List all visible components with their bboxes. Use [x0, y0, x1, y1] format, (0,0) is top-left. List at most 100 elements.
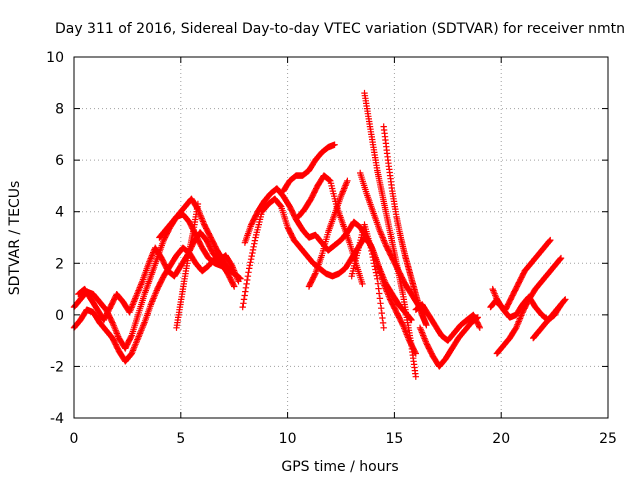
data-point	[382, 240, 389, 247]
data-point	[380, 324, 387, 331]
data-point	[547, 236, 554, 244]
y-tick-label: 6	[55, 153, 64, 169]
data-point	[561, 297, 568, 304]
data-point	[369, 253, 376, 261]
y-tick-label: 0	[55, 308, 64, 324]
data-point	[380, 276, 388, 283]
data-point	[311, 271, 318, 279]
data-point	[251, 237, 259, 244]
data-point	[234, 276, 241, 283]
data-point	[378, 232, 386, 240]
series-sat-g	[241, 185, 415, 324]
data-point	[492, 292, 499, 299]
x-tick-label: 0	[70, 431, 79, 447]
data-point	[372, 269, 380, 276]
chart-title: Day 311 of 2016, Sidereal Day-to-day VTE…	[55, 21, 625, 37]
series-sat-h	[280, 141, 338, 195]
series-sat-a	[70, 211, 244, 352]
data-point	[476, 324, 483, 331]
series-sat-o	[412, 301, 483, 344]
y-tick-label: 4	[55, 205, 64, 221]
data-points	[70, 89, 569, 380]
series-sat-t	[530, 296, 569, 342]
x-tick-label: 25	[599, 431, 617, 447]
data-point	[140, 320, 147, 328]
data-point	[557, 254, 565, 262]
data-point	[233, 273, 240, 280]
data-point	[127, 333, 135, 340]
data-point	[375, 285, 382, 292]
data-point	[250, 243, 257, 250]
y-tick-label: -2	[50, 359, 64, 375]
data-point	[331, 141, 338, 148]
series-sat-q	[489, 236, 554, 313]
plot-frame	[73, 56, 609, 419]
data-point	[377, 300, 384, 307]
series-sat-n	[348, 221, 387, 331]
data-point	[149, 296, 156, 304]
series-sat-e	[173, 200, 202, 331]
y-tick-label: -4	[50, 411, 64, 427]
data-point	[226, 267, 234, 275]
data-point	[380, 237, 388, 244]
data-point	[376, 226, 383, 233]
data-point	[245, 269, 252, 276]
x-axis-label: GPS time / hours	[281, 459, 398, 475]
data-point	[420, 332, 427, 339]
data-point	[379, 319, 387, 327]
data-point	[423, 322, 430, 329]
data-point	[412, 373, 419, 380]
x-tick-label: 20	[492, 431, 510, 447]
series-sat-p	[416, 314, 481, 370]
data-point	[240, 296, 248, 303]
data-point	[545, 238, 553, 245]
data-point	[490, 289, 498, 296]
data-point	[371, 263, 378, 270]
ticks: 0 5 10 15 20 25 -4 -2 0 2 4 6 8 10	[46, 50, 617, 447]
series-sat-j	[305, 177, 351, 290]
data-point	[239, 303, 246, 311]
data-point	[134, 336, 141, 343]
series-sat-k	[361, 89, 419, 380]
data-point	[377, 229, 384, 237]
x-tick-label: 15	[385, 431, 403, 447]
series-sat-d	[156, 195, 234, 275]
data-point	[135, 333, 142, 340]
data-point	[248, 252, 255, 260]
data-point	[231, 268, 238, 276]
data-point	[235, 278, 242, 285]
data-point	[231, 283, 238, 290]
data-point	[247, 259, 254, 266]
data-point	[109, 319, 116, 326]
data-point	[134, 290, 141, 297]
data-point	[132, 293, 140, 300]
data-point	[517, 313, 524, 321]
data-point	[407, 316, 414, 323]
x-tick-label: 5	[176, 431, 185, 447]
series-sat-c	[75, 229, 242, 324]
data-point	[242, 284, 250, 291]
data-point	[376, 290, 383, 297]
y-tick-label: 8	[55, 102, 64, 118]
data-point	[421, 335, 428, 342]
data-point	[339, 188, 347, 195]
data-point	[110, 322, 117, 329]
data-point	[368, 247, 375, 255]
data-point	[131, 344, 138, 351]
data-point	[514, 319, 522, 327]
data-point	[562, 296, 569, 303]
x-tick-label: 10	[279, 431, 297, 447]
series-sat-b	[70, 244, 238, 365]
y-axis-label: SDTVAR / TECUs	[7, 181, 23, 296]
data-point	[111, 325, 119, 332]
series-sat-f	[239, 195, 419, 357]
data-point	[379, 314, 386, 322]
data-point	[359, 280, 366, 288]
data-point	[130, 298, 138, 305]
y-tick-label: 2	[55, 256, 64, 272]
data-point	[513, 323, 520, 330]
data-point	[374, 275, 381, 282]
y-tick-label: 10	[46, 50, 64, 66]
data-point	[474, 314, 481, 321]
